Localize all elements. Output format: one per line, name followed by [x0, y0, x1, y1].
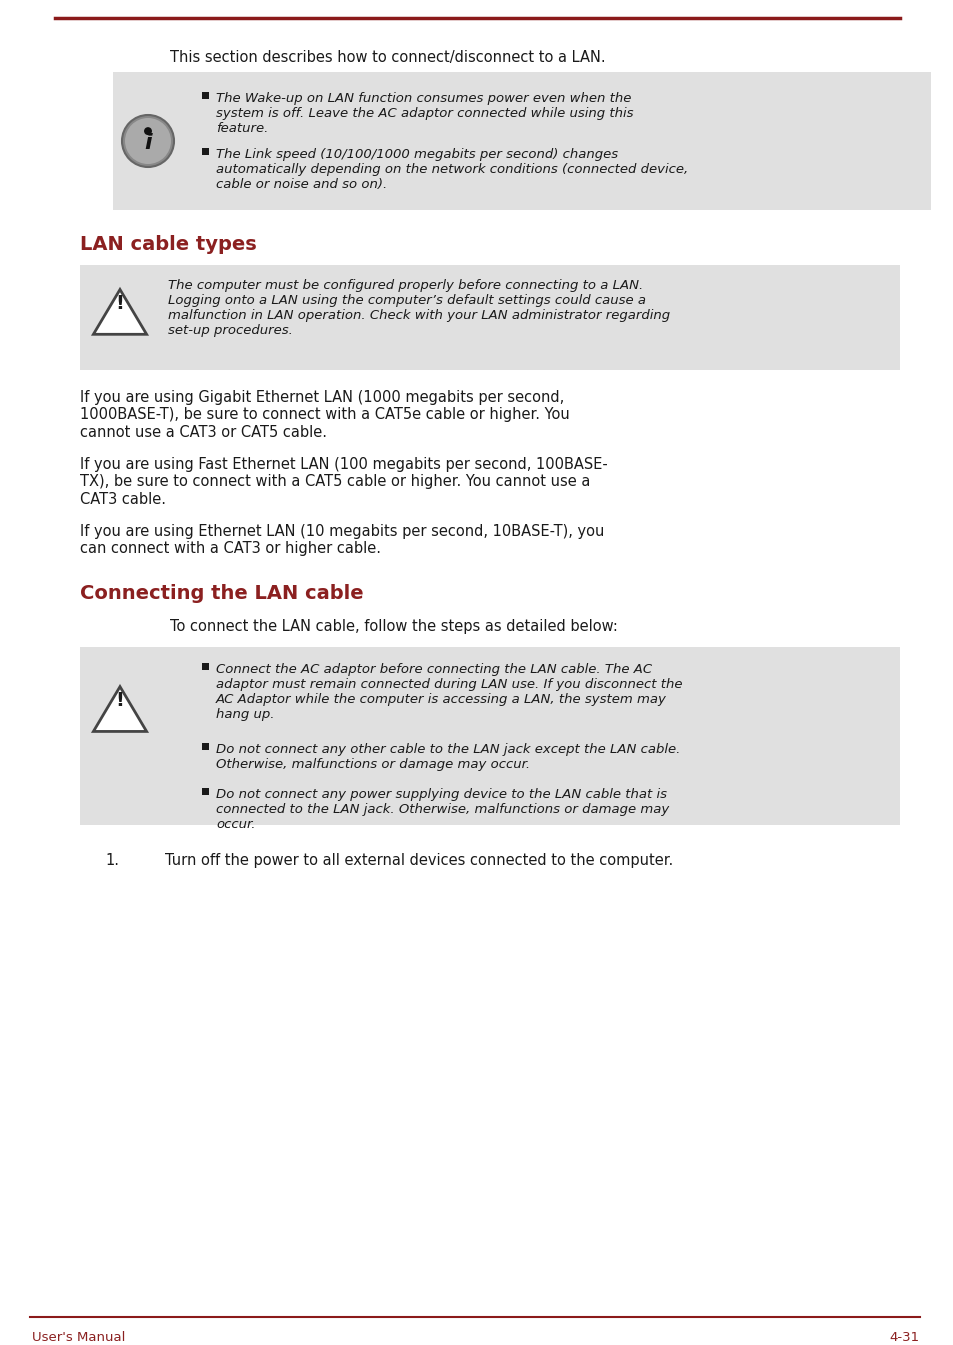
Bar	[202, 148, 209, 155]
Text: If you are using Fast Ethernet LAN (100 megabits per second, 100BASE-
TX), be su: If you are using Fast Ethernet LAN (100 …	[80, 457, 607, 507]
Text: !: !	[115, 295, 124, 313]
Text: i: i	[144, 133, 152, 153]
Text: The Wake-up on LAN function consumes power even when the
system is off. Leave th: The Wake-up on LAN function consumes pow…	[215, 91, 633, 134]
FancyBboxPatch shape	[80, 647, 899, 824]
Text: 1.: 1.	[105, 853, 119, 868]
Text: The Link speed (10/100/1000 megabits per second) changes
automatically depending: The Link speed (10/100/1000 megabits per…	[215, 148, 687, 191]
Text: If you are using Gigabit Ethernet LAN (1000 megabits per second,
1000BASE-T), be: If you are using Gigabit Ethernet LAN (1…	[80, 390, 569, 440]
Bar	[202, 663, 209, 670]
Bar	[202, 91, 209, 100]
FancyBboxPatch shape	[80, 265, 899, 370]
Text: Do not connect any power supplying device to the LAN cable that is
connected to : Do not connect any power supplying devic…	[215, 788, 669, 831]
Text: Turn off the power to all external devices connected to the computer.: Turn off the power to all external devic…	[165, 853, 673, 868]
Text: LAN cable types: LAN cable types	[80, 235, 256, 254]
Text: Connect the AC adaptor before connecting the LAN cable. The AC
adaptor must rema: Connect the AC adaptor before connecting…	[215, 663, 681, 721]
Text: If you are using Ethernet LAN (10 megabits per second, 10BASE-T), you
can connec: If you are using Ethernet LAN (10 megabi…	[80, 525, 604, 557]
Text: This section describes how to connect/disconnect to a LAN.: This section describes how to connect/di…	[170, 50, 605, 65]
Bar	[202, 788, 209, 795]
Bar	[202, 742, 209, 751]
Circle shape	[125, 118, 171, 164]
Text: Do not connect any other cable to the LAN jack except the LAN cable.
Otherwise, : Do not connect any other cable to the LA…	[215, 742, 679, 771]
Circle shape	[122, 116, 173, 167]
Text: The computer must be configured properly before connecting to a LAN.
Logging ont: The computer must be configured properly…	[168, 278, 669, 338]
Polygon shape	[93, 289, 147, 335]
Polygon shape	[93, 687, 147, 732]
Text: 4-31: 4-31	[889, 1332, 919, 1344]
Text: Connecting the LAN cable: Connecting the LAN cable	[80, 584, 363, 603]
Text: To connect the LAN cable, follow the steps as detailed below:: To connect the LAN cable, follow the ste…	[170, 619, 618, 633]
FancyBboxPatch shape	[112, 73, 930, 210]
Text: User's Manual: User's Manual	[32, 1332, 125, 1344]
Text: !: !	[115, 691, 124, 710]
Circle shape	[144, 128, 152, 134]
